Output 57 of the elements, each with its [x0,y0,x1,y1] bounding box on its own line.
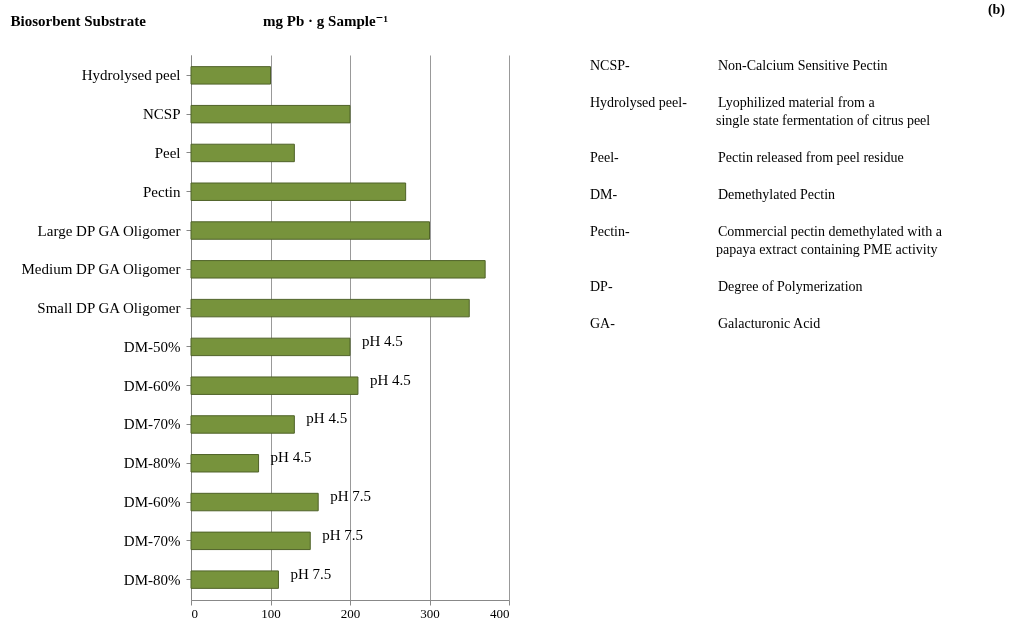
y-tick-label: NCSP [142,106,181,123]
y-tick-label: Large DP GA Oligomer [37,222,181,239]
text: Hydrolysed peel- [590,95,688,110]
bar [190,298,470,318]
x-tick-label: 200 [340,605,361,621]
y-tick-label: DM-60% [123,377,181,394]
data-label: pH 4.5 [270,449,312,466]
x-tick-label: 300 [420,605,440,621]
text: Pectin- [590,224,630,239]
text: Demethylated Pectin [718,187,836,202]
data-label: pH 4.5 [306,410,348,427]
text: DP- [590,279,613,294]
y-tick-label: Medium DP GA Oligomer [21,261,181,278]
y-tick-label: DM-70% [123,532,181,549]
text: GA- [590,316,616,331]
bar [190,260,486,279]
bar [190,492,319,512]
bar [190,221,430,240]
text: Peel- [590,150,620,165]
y-tick-label: DM-80% [123,455,181,472]
bar [190,104,351,124]
text: Degree of Polymerization [718,279,863,294]
bar [190,531,311,551]
y-axis-title: Biosorbent Substrate [10,12,147,29]
y-tick-label: Hydrolysed peel [81,67,181,84]
x-tick-label: 0 [191,605,198,621]
text: (b) [987,2,1006,18]
bar [190,415,295,434]
y-tick-label: DM-80% [123,571,181,588]
bar [190,143,295,163]
data-label: pH 4.5 [369,371,411,388]
text: Commercial pectin demethylated with a papaya extract containing PME activity [716,224,943,257]
bar [190,182,407,201]
text: Non-Calcium Sensitive Pectin [718,58,888,73]
bar [190,570,279,589]
x-axis-title: mg Pb · g Sample⁻¹ [263,12,388,29]
text: NCSP- [590,58,631,73]
bar [190,376,359,395]
y-tick-label: Small DP GA Oligomer [37,300,181,317]
y-tick-label: DM-70% [123,416,181,433]
text: DM- [590,187,618,202]
y-tick-label: Pectin [143,183,181,200]
data-label: pH 7.5 [322,526,364,543]
data-label: pH 7.5 [330,488,372,505]
bar [190,337,351,357]
bar [190,66,271,85]
data-label: pH 4.5 [362,332,403,349]
text: Galacturonic Acid [718,316,821,331]
text: Pectin released from peel residue [718,150,904,165]
x-tick-label: 400 [490,605,510,621]
x-tick-label: 100 [261,605,281,621]
y-tick-label: Peel [154,144,181,161]
text: Lyophilized material from a single state fermentation of citrus peel [716,95,931,128]
bar [190,454,260,473]
y-tick-label: DM-50% [123,338,181,355]
y-tick-label: DM-60% [123,494,181,511]
data-label: pH 7.5 [290,565,332,582]
